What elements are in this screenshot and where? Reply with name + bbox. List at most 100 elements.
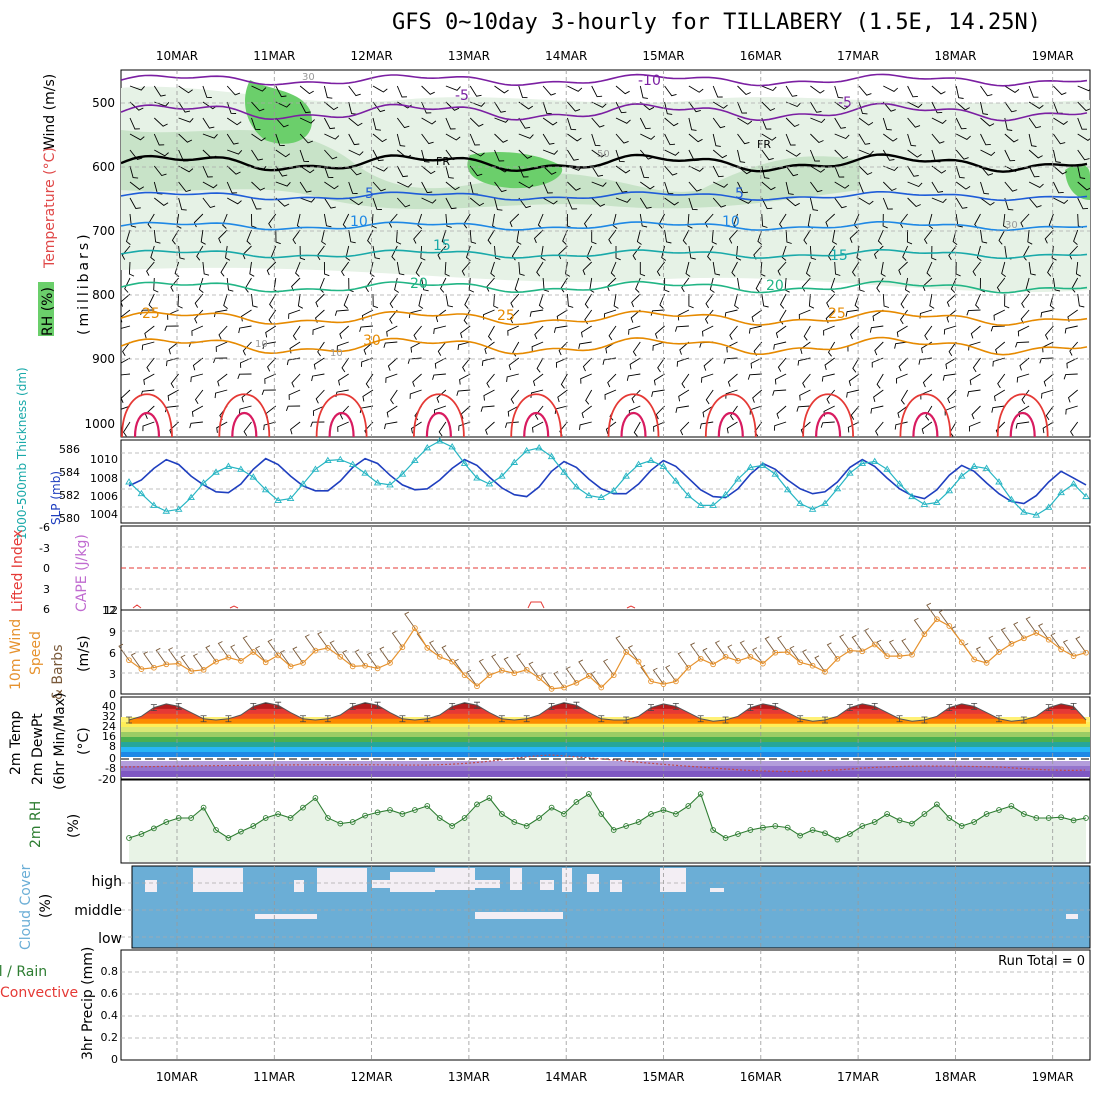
wind-barb	[251, 293, 258, 308]
slp-line-point	[261, 485, 270, 493]
wind10m-barb	[988, 635, 1000, 653]
wind-barb	[654, 325, 665, 339]
wind-barb	[1017, 325, 1030, 337]
wind-barb	[542, 149, 559, 155]
rh2m-line-point	[623, 823, 629, 829]
temp2m-panel: 40 32 24 16 8 0 -8 -20 2m Temp 2m DewPt …	[8, 693, 1091, 790]
wind-barb	[1053, 117, 1068, 125]
data-series	[125, 437, 1090, 843]
wind-barb	[459, 373, 471, 385]
wind-barb	[785, 85, 798, 97]
ylabel-slp: SLP (mb)	[49, 471, 63, 525]
rh2m-line-point	[822, 830, 828, 837]
slp-line-point	[622, 472, 630, 479]
rh2m-line-point	[884, 811, 890, 817]
wind10m-barb	[168, 647, 180, 664]
wind-barb	[931, 133, 945, 144]
slp-line-point	[274, 496, 282, 503]
wind-barb	[445, 133, 461, 141]
wind-barb	[976, 245, 982, 261]
wind-barb	[712, 197, 726, 208]
wind10m-speed-line-point	[971, 656, 977, 663]
slp-line-point	[771, 470, 780, 477]
wind10m-speed-line-point	[213, 658, 219, 665]
wind10m-barb	[118, 643, 130, 661]
wind-barb	[894, 341, 908, 349]
wind-barb	[275, 197, 290, 207]
wind-barb	[289, 341, 301, 354]
wind-barb	[461, 261, 471, 276]
wind-barb	[237, 373, 252, 380]
wind-barb	[585, 389, 593, 405]
wind-barb	[725, 389, 738, 399]
wind-barb	[852, 357, 860, 373]
wind-barb	[750, 357, 763, 369]
slp-line-point	[423, 444, 432, 451]
wind-barb	[529, 309, 544, 317]
wind-barb	[968, 421, 981, 432]
wind-barb	[602, 357, 617, 365]
wind-barb	[147, 213, 155, 229]
wind-barb	[777, 261, 787, 276]
wind-barb	[509, 213, 520, 228]
wind-barb	[947, 389, 957, 404]
wind-barb	[445, 293, 453, 308]
rh2m-line-point	[262, 815, 269, 821]
rh-label-30: 30	[1005, 220, 1018, 231]
wind-barb	[129, 117, 140, 130]
thk-tick: 580	[59, 512, 80, 525]
wind-barb	[315, 389, 325, 404]
wind-tick: 3	[109, 668, 116, 681]
wind-barb	[761, 85, 777, 92]
wind-barb	[213, 357, 228, 364]
wind-barb	[469, 229, 477, 244]
slp-line-point	[1069, 480, 1078, 487]
y-tick-800: 800	[92, 288, 115, 302]
wind-barb	[858, 101, 868, 115]
wind-barb	[1004, 101, 1017, 113]
wind-barb	[931, 197, 947, 204]
wind-barb	[883, 85, 898, 92]
wind-barb	[178, 117, 194, 123]
rh2m-line-point	[971, 819, 977, 825]
precip-panel: Run Total = 0 0.8 0.6 0.4 0.2 0 Total / …	[0, 947, 1091, 1066]
wind10m-barb	[540, 672, 552, 690]
wind-barb	[170, 277, 179, 292]
wind-barb	[631, 389, 641, 404]
rh2m-line-point	[1058, 814, 1064, 821]
wind-barb	[907, 197, 921, 208]
wind-barb	[810, 117, 826, 124]
wind10m-speed-line-point	[660, 681, 667, 687]
wind-barb	[664, 149, 680, 156]
wind-barb	[220, 261, 228, 277]
wind-barb	[785, 101, 801, 108]
thk-tick: 586	[59, 443, 80, 456]
wind-barb	[417, 213, 423, 229]
wind-barb	[1042, 421, 1054, 434]
wind-barb	[267, 357, 277, 372]
wind-barb	[688, 245, 696, 260]
wind-barb	[584, 293, 593, 309]
rh-label-10: 10	[255, 339, 268, 350]
wind-barb	[785, 117, 800, 128]
wind-barb	[129, 101, 144, 111]
wind-barb	[150, 245, 155, 261]
wind-barb	[299, 197, 316, 203]
wind-barb	[362, 389, 374, 402]
upper-y-axis: 500 600 700 800 900 1000	[84, 96, 115, 431]
ylabel-2m-rh: 2m RH	[28, 801, 44, 848]
wind10m-speed-line-point	[685, 664, 692, 671]
slp-line-point	[895, 480, 904, 487]
wind10m-speed-line-point	[909, 651, 915, 658]
ylabel-wind-unit: (m/s)	[76, 635, 92, 672]
rh2m-line-point	[635, 819, 642, 825]
wind-barb	[907, 117, 921, 128]
wind-barb	[1039, 357, 1054, 364]
wind10m-speed-line-point	[996, 649, 1002, 655]
wind10m-speed-line-point	[362, 662, 368, 669]
wind-barb	[921, 421, 933, 435]
wind-barb	[711, 229, 717, 245]
wind-barb	[202, 197, 216, 209]
wind-barb	[586, 245, 593, 261]
wind-barb	[170, 373, 179, 389]
